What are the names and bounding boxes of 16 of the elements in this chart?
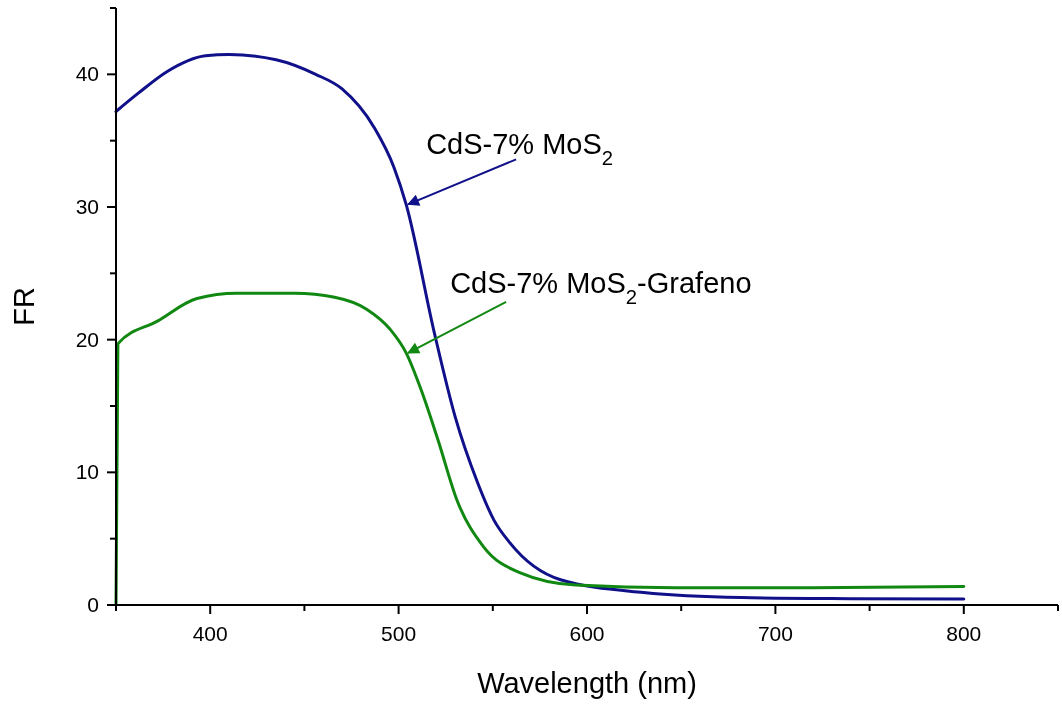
x-tick-label: 600 — [569, 622, 605, 645]
y-tick-label: 40 — [75, 62, 99, 86]
y-tick-label: 20 — [75, 327, 99, 351]
x-tick-label: 800 — [946, 622, 982, 645]
y-axis-title: FR — [8, 287, 40, 326]
annotation: CdS-7% MoS$_{2}$ — [426, 128, 614, 170]
y-tick-label: 0 — [87, 593, 99, 616]
y-tick-label: 30 — [75, 195, 99, 218]
x-tick-label: 700 — [757, 622, 793, 645]
x-axis-title: Wavelength (nm) — [477, 667, 697, 699]
line-series — [114, 52, 966, 601]
y-tick-label: 10 — [75, 460, 99, 484]
line-series — [114, 291, 966, 607]
annotation: CdS-7% MoS$_{2}$-Grafeno — [450, 266, 752, 308]
x-tick-label: 500 — [381, 622, 417, 645]
x-tick-label: 400 — [192, 622, 228, 645]
